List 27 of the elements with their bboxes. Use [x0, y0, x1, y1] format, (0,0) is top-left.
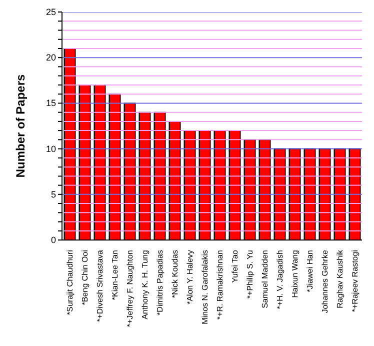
x-tick-label: *Alon Y. Halevy — [186, 250, 194, 304]
y-tick-label: 0 — [50, 235, 56, 245]
x-tick-label: Minos N. Garofalakis — [200, 250, 210, 324]
x-tick-label: Anthony K. H. Tung — [140, 250, 150, 320]
x-tick-label: *+Divesh Srivastava — [96, 249, 104, 322]
x-tick-label: *Surajit Chaudhuri — [66, 250, 74, 315]
x-tick-label: Raghav Kaushik — [336, 249, 344, 308]
x-tick-label: *Beng Chin Ooi — [80, 250, 90, 306]
y-tick-label: 10 — [46, 144, 56, 154]
x-tick-label: *Jiawei Han — [306, 250, 314, 292]
x-tick-label: *+Philip S. Yu — [246, 250, 254, 299]
x-tick-label: Haixun Wang — [290, 250, 300, 298]
x-tick-label: *Nick Koudas — [170, 250, 180, 298]
x-tick-label: *Kian-Lee Tan — [110, 250, 120, 300]
x-tick-label: Yufei Tao — [230, 249, 240, 283]
y-axis-title: Number of Papers — [13, 74, 28, 178]
y-tick-label: 20 — [46, 52, 56, 63]
x-tick-label: *+Rajeev Rastogi — [350, 250, 360, 312]
x-tick-label: *+H. V. Jagadish — [276, 250, 284, 310]
x-tick-label: *Dimitris Papadias — [156, 250, 164, 316]
y-tick-label: 25 — [46, 7, 56, 17]
y-tick-label: 15 — [46, 98, 56, 108]
x-tick-label: Samuel Madden — [260, 250, 270, 308]
x-tick-label: Johannes Gehrke — [320, 249, 330, 314]
x-tick-label: *+Jeffrey F. Naughton — [126, 250, 134, 328]
y-tick-label: 5 — [50, 189, 56, 200]
x-tick-label: *+R. Ramakrishnan — [216, 250, 224, 320]
